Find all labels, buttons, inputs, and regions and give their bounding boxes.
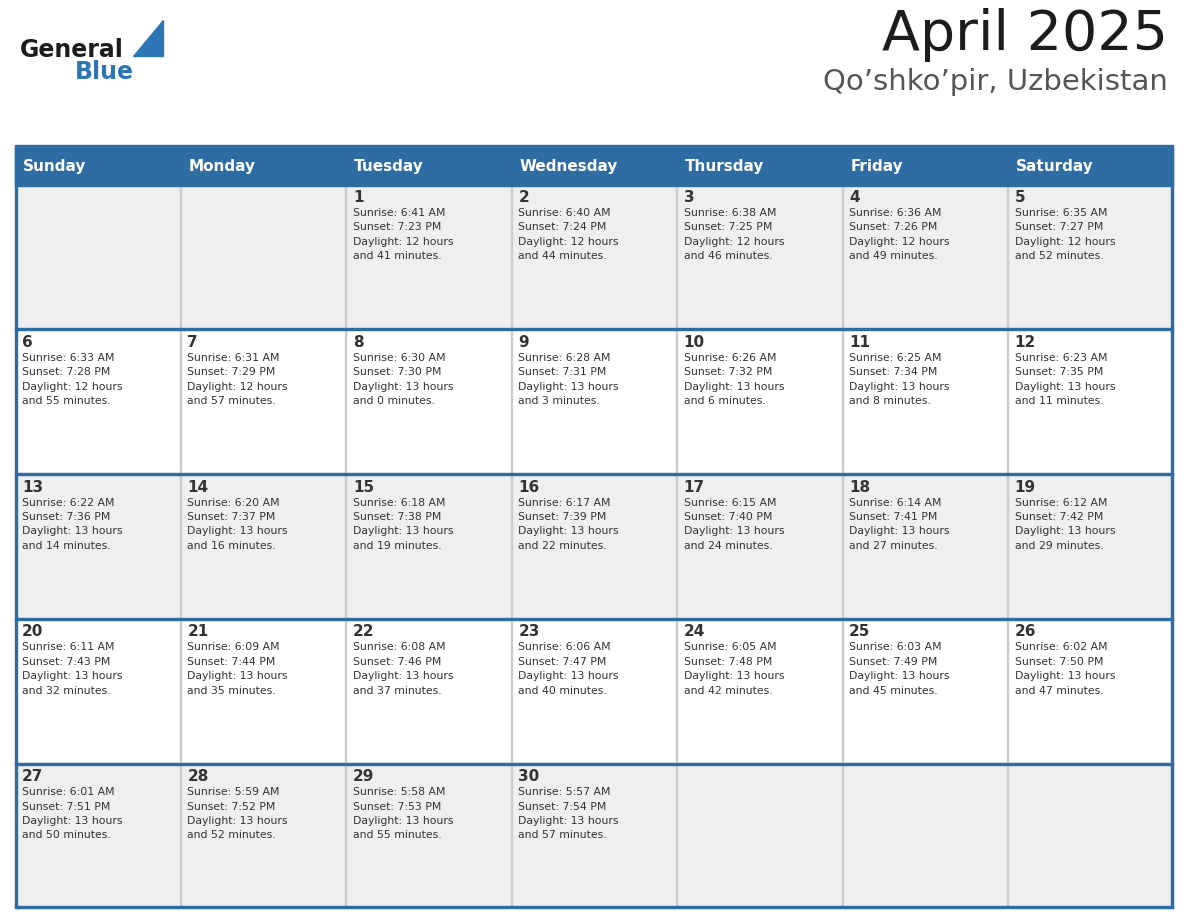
Text: 4: 4 (849, 190, 860, 205)
Text: Sunrise: 6:25 AM
Sunset: 7:34 PM
Daylight: 13 hours
and 8 minutes.: Sunrise: 6:25 AM Sunset: 7:34 PM Dayligh… (849, 353, 949, 406)
Text: Sunrise: 6:09 AM
Sunset: 7:44 PM
Daylight: 13 hours
and 35 minutes.: Sunrise: 6:09 AM Sunset: 7:44 PM Dayligh… (188, 643, 287, 696)
Text: Sunrise: 6:17 AM
Sunset: 7:39 PM
Daylight: 13 hours
and 22 minutes.: Sunrise: 6:17 AM Sunset: 7:39 PM Dayligh… (518, 498, 619, 551)
Text: 25: 25 (849, 624, 871, 640)
Bar (15, 184, 1173, 185)
Text: 16: 16 (518, 479, 539, 495)
Text: Sunrise: 6:03 AM
Sunset: 7:49 PM
Daylight: 13 hours
and 45 minutes.: Sunrise: 6:03 AM Sunset: 7:49 PM Dayligh… (849, 643, 949, 696)
Text: Qo’shko’pir, Uzbekistan: Qo’shko’pir, Uzbekistan (823, 68, 1168, 96)
Text: 24: 24 (684, 624, 706, 640)
Text: 6: 6 (23, 335, 33, 350)
Text: 28: 28 (188, 769, 209, 784)
Text: 7: 7 (188, 335, 198, 350)
Text: 1: 1 (353, 190, 364, 205)
Text: 23: 23 (518, 624, 539, 640)
Text: Sunrise: 6:40 AM
Sunset: 7:24 PM
Daylight: 12 hours
and 44 minutes.: Sunrise: 6:40 AM Sunset: 7:24 PM Dayligh… (518, 208, 619, 262)
Text: Sunrise: 6:38 AM
Sunset: 7:25 PM
Daylight: 12 hours
and 46 minutes.: Sunrise: 6:38 AM Sunset: 7:25 PM Dayligh… (684, 208, 784, 262)
Text: Sunrise: 6:02 AM
Sunset: 7:50 PM
Daylight: 13 hours
and 47 minutes.: Sunrise: 6:02 AM Sunset: 7:50 PM Dayligh… (1015, 643, 1116, 696)
Text: 9: 9 (518, 335, 529, 350)
Bar (15, 906, 1173, 908)
Text: Sunrise: 6:28 AM
Sunset: 7:31 PM
Daylight: 13 hours
and 3 minutes.: Sunrise: 6:28 AM Sunset: 7:31 PM Dayligh… (518, 353, 619, 406)
Text: General: General (20, 38, 124, 62)
Text: 10: 10 (684, 335, 704, 350)
Text: 5: 5 (1015, 190, 1025, 205)
Text: Blue: Blue (75, 60, 134, 84)
Text: Sunrise: 5:57 AM
Sunset: 7:54 PM
Daylight: 13 hours
and 57 minutes.: Sunrise: 5:57 AM Sunset: 7:54 PM Dayligh… (518, 788, 619, 840)
Bar (15, 763, 1173, 765)
Text: 20: 20 (23, 624, 44, 640)
Text: 27: 27 (23, 769, 44, 784)
Text: 12: 12 (1015, 335, 1036, 350)
Bar (1171, 148, 1173, 908)
Text: Sunrise: 6:23 AM
Sunset: 7:35 PM
Daylight: 13 hours
and 11 minutes.: Sunrise: 6:23 AM Sunset: 7:35 PM Dayligh… (1015, 353, 1116, 406)
Text: Sunrise: 6:11 AM
Sunset: 7:43 PM
Daylight: 13 hours
and 32 minutes.: Sunrise: 6:11 AM Sunset: 7:43 PM Dayligh… (23, 643, 122, 696)
Text: Sunrise: 6:31 AM
Sunset: 7:29 PM
Daylight: 12 hours
and 57 minutes.: Sunrise: 6:31 AM Sunset: 7:29 PM Dayligh… (188, 353, 287, 406)
Bar (15, 619, 1173, 763)
Text: 11: 11 (849, 335, 870, 350)
Text: Friday: Friday (851, 159, 903, 174)
Text: 2: 2 (518, 190, 529, 205)
Text: Sunrise: 6:35 AM
Sunset: 7:27 PM
Daylight: 12 hours
and 52 minutes.: Sunrise: 6:35 AM Sunset: 7:27 PM Dayligh… (1015, 208, 1116, 262)
Text: 29: 29 (353, 769, 374, 784)
Text: 21: 21 (188, 624, 209, 640)
Bar (15, 763, 1173, 908)
Text: April 2025: April 2025 (881, 8, 1168, 62)
Text: Sunrise: 6:33 AM
Sunset: 7:28 PM
Daylight: 12 hours
and 55 minutes.: Sunrise: 6:33 AM Sunset: 7:28 PM Dayligh… (23, 353, 122, 406)
Text: Sunrise: 6:14 AM
Sunset: 7:41 PM
Daylight: 13 hours
and 27 minutes.: Sunrise: 6:14 AM Sunset: 7:41 PM Dayligh… (849, 498, 949, 551)
Text: Sunrise: 6:26 AM
Sunset: 7:32 PM
Daylight: 13 hours
and 6 minutes.: Sunrise: 6:26 AM Sunset: 7:32 PM Dayligh… (684, 353, 784, 406)
Text: Sunrise: 5:58 AM
Sunset: 7:53 PM
Daylight: 13 hours
and 55 minutes.: Sunrise: 5:58 AM Sunset: 7:53 PM Dayligh… (353, 788, 454, 840)
Text: Sunrise: 6:36 AM
Sunset: 7:26 PM
Daylight: 12 hours
and 49 minutes.: Sunrise: 6:36 AM Sunset: 7:26 PM Dayligh… (849, 208, 949, 262)
Bar (15, 148, 1173, 184)
Text: Sunrise: 6:15 AM
Sunset: 7:40 PM
Daylight: 13 hours
and 24 minutes.: Sunrise: 6:15 AM Sunset: 7:40 PM Dayligh… (684, 498, 784, 551)
Text: 19: 19 (1015, 479, 1036, 495)
Bar (15, 329, 1173, 474)
Text: Sunrise: 6:18 AM
Sunset: 7:38 PM
Daylight: 13 hours
and 19 minutes.: Sunrise: 6:18 AM Sunset: 7:38 PM Dayligh… (353, 498, 454, 551)
Text: Saturday: Saturday (1016, 159, 1093, 174)
Text: 30: 30 (518, 769, 539, 784)
Bar (15, 148, 17, 908)
Polygon shape (133, 20, 163, 56)
Text: Tuesday: Tuesday (354, 159, 424, 174)
Bar (15, 145, 1173, 149)
Text: 17: 17 (684, 479, 704, 495)
Text: Sunrise: 6:08 AM
Sunset: 7:46 PM
Daylight: 13 hours
and 37 minutes.: Sunrise: 6:08 AM Sunset: 7:46 PM Dayligh… (353, 643, 454, 696)
Text: 18: 18 (849, 479, 871, 495)
Text: Sunrise: 6:22 AM
Sunset: 7:36 PM
Daylight: 13 hours
and 14 minutes.: Sunrise: 6:22 AM Sunset: 7:36 PM Dayligh… (23, 498, 122, 551)
Bar (15, 329, 1173, 330)
Text: 3: 3 (684, 190, 694, 205)
Text: Sunrise: 5:59 AM
Sunset: 7:52 PM
Daylight: 13 hours
and 52 minutes.: Sunrise: 5:59 AM Sunset: 7:52 PM Dayligh… (188, 788, 287, 840)
Text: 26: 26 (1015, 624, 1036, 640)
Text: Monday: Monday (189, 159, 255, 174)
Bar (15, 184, 1173, 329)
Text: 13: 13 (23, 479, 43, 495)
Text: Sunrise: 6:12 AM
Sunset: 7:42 PM
Daylight: 13 hours
and 29 minutes.: Sunrise: 6:12 AM Sunset: 7:42 PM Dayligh… (1015, 498, 1116, 551)
Bar (15, 618, 1173, 620)
Text: 8: 8 (353, 335, 364, 350)
Text: 22: 22 (353, 624, 374, 640)
Bar (15, 473, 1173, 476)
Text: Wednesday: Wednesday (519, 159, 618, 174)
Text: Sunrise: 6:05 AM
Sunset: 7:48 PM
Daylight: 13 hours
and 42 minutes.: Sunrise: 6:05 AM Sunset: 7:48 PM Dayligh… (684, 643, 784, 696)
Text: Thursday: Thursday (684, 159, 764, 174)
Text: Sunrise: 6:20 AM
Sunset: 7:37 PM
Daylight: 13 hours
and 16 minutes.: Sunrise: 6:20 AM Sunset: 7:37 PM Dayligh… (188, 498, 287, 551)
Text: Sunrise: 6:01 AM
Sunset: 7:51 PM
Daylight: 13 hours
and 50 minutes.: Sunrise: 6:01 AM Sunset: 7:51 PM Dayligh… (23, 788, 122, 840)
Text: 14: 14 (188, 479, 209, 495)
Text: Sunrise: 6:06 AM
Sunset: 7:47 PM
Daylight: 13 hours
and 40 minutes.: Sunrise: 6:06 AM Sunset: 7:47 PM Dayligh… (518, 643, 619, 696)
Text: Sunrise: 6:30 AM
Sunset: 7:30 PM
Daylight: 13 hours
and 0 minutes.: Sunrise: 6:30 AM Sunset: 7:30 PM Dayligh… (353, 353, 454, 406)
Text: Sunrise: 6:41 AM
Sunset: 7:23 PM
Daylight: 12 hours
and 41 minutes.: Sunrise: 6:41 AM Sunset: 7:23 PM Dayligh… (353, 208, 454, 262)
Text: Sunday: Sunday (23, 159, 87, 174)
Text: 15: 15 (353, 479, 374, 495)
Bar (15, 474, 1173, 619)
